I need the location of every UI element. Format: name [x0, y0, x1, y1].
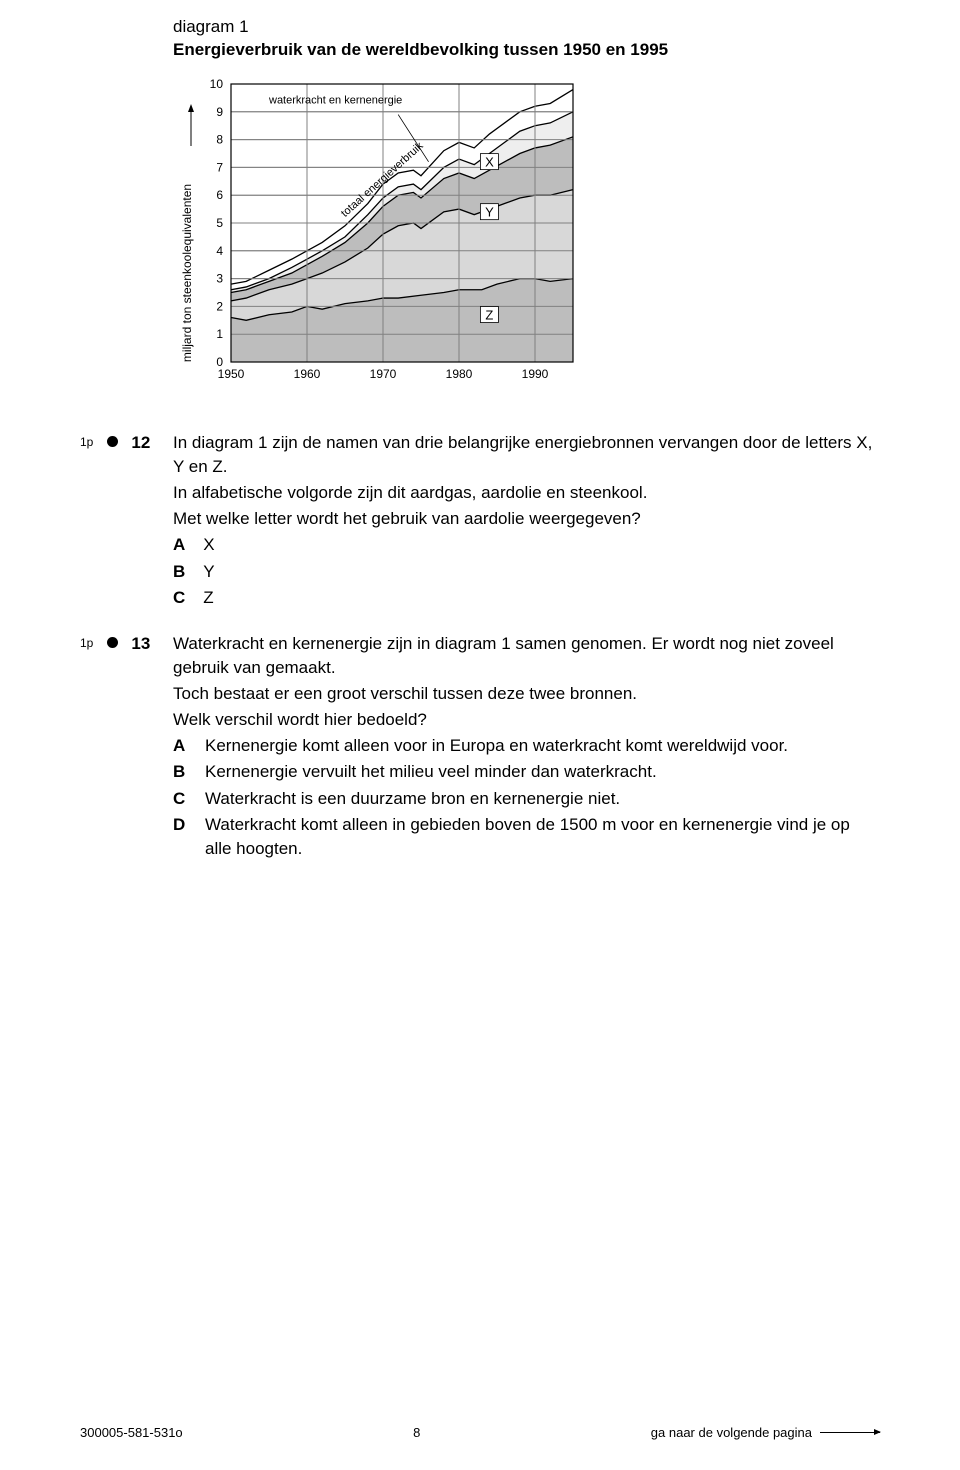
q12-choice-b: B Y — [173, 560, 880, 584]
question-13: 1p 13 Waterkracht en kernenergie zijn in… — [80, 632, 880, 861]
q13-choice-a: A Kernenergie komt alleen voor in Europa… — [173, 734, 880, 758]
choice-text: Y — [203, 560, 214, 584]
footer-right-text: ga naar de volgende pagina — [651, 1425, 812, 1440]
diagram-title: Energieverbruik van de wereldbevolking t… — [173, 39, 880, 62]
q12-body: In diagram 1 zijn de namen van drie bela… — [173, 431, 880, 610]
chart-svg: 1950 1960 1970 1980 1990 0 1 2 3 4 5 6 7 8 9 10 miljard … — [173, 74, 603, 404]
page-footer: 300005-581-531o 8 ga naar de volgende pa… — [80, 1425, 880, 1440]
svg-text:7: 7 — [216, 160, 223, 174]
arrow-icon — [820, 1432, 880, 1433]
svg-text:3: 3 — [216, 271, 223, 285]
choice-key: C — [173, 787, 191, 811]
svg-text:1: 1 — [216, 327, 223, 341]
svg-text:1970: 1970 — [370, 367, 397, 381]
q13-points: 1p — [80, 635, 93, 652]
q12-number: 12 — [131, 431, 150, 455]
diagram-header: diagram 1 Energieverbruik van de wereldb… — [173, 16, 880, 62]
footer-center: 8 — [413, 1425, 420, 1440]
q13-choice-b: B Kernenergie vervuilt het milieu veel m… — [173, 760, 880, 784]
q12-points: 1p — [80, 434, 93, 451]
q12-intro2: In alfabetische volgorde zijn dit aardga… — [173, 481, 880, 505]
svg-text:4: 4 — [216, 244, 223, 258]
q12-choice-c: C Z — [173, 586, 880, 610]
choice-key: A — [173, 533, 185, 557]
svg-text:miljard ton steenkoolequivalen: miljard ton steenkoolequivalenten — [180, 184, 194, 362]
svg-text:8: 8 — [216, 132, 223, 146]
svg-text:6: 6 — [216, 188, 223, 202]
svg-text:Z: Z — [485, 307, 493, 322]
question-12: 1p 12 In diagram 1 zijn de namen van dri… — [80, 431, 880, 610]
q13-choice-d: D Waterkracht komt alleen in gebieden bo… — [173, 813, 880, 861]
choice-text: Waterkracht is een duurzame bron en kern… — [205, 787, 880, 811]
svg-text:0: 0 — [216, 355, 223, 369]
q13-body: Waterkracht en kernenergie zijn in diagr… — [173, 632, 880, 861]
svg-text:X: X — [485, 154, 494, 169]
choice-text: X — [203, 533, 214, 557]
footer-right: ga naar de volgende pagina — [651, 1425, 880, 1440]
svg-text:5: 5 — [216, 216, 223, 230]
choice-key: B — [173, 560, 185, 584]
q13-intro2: Toch bestaat er een groot verschil tusse… — [173, 682, 880, 706]
svg-text:9: 9 — [216, 105, 223, 119]
q13-question: Welk verschil wordt hier bedoeld? — [173, 708, 880, 732]
q12-question: Met welke letter wordt het gebruik van a… — [173, 507, 880, 531]
q12-choice-a: A X — [173, 533, 880, 557]
choice-key: B — [173, 760, 191, 784]
svg-text:1950: 1950 — [218, 367, 245, 381]
choice-text: Waterkracht komt alleen in gebieden bove… — [205, 813, 880, 861]
choice-text: Kernenergie komt alleen voor in Europa e… — [205, 734, 880, 758]
choice-key: A — [173, 734, 191, 758]
footer-left: 300005-581-531o — [80, 1425, 183, 1440]
q13-choice-c: C Waterkracht is een duurzame bron en ke… — [173, 787, 880, 811]
q12-margin: 1p 12 — [80, 431, 173, 455]
q13-number: 13 — [131, 632, 150, 656]
svg-text:1980: 1980 — [446, 367, 473, 381]
bullet-icon — [107, 436, 118, 447]
svg-text:Y: Y — [485, 205, 494, 220]
choice-text: Z — [203, 586, 213, 610]
q12-intro1: In diagram 1 zijn de namen van drie bela… — [173, 431, 880, 479]
svg-text:2: 2 — [216, 299, 223, 313]
choice-text: Kernenergie vervuilt het milieu veel min… — [205, 760, 880, 784]
q13-intro1: Waterkracht en kernenergie zijn in diagr… — [173, 632, 880, 680]
bullet-icon — [107, 637, 118, 648]
svg-text:waterkracht en kernenergie: waterkracht en kernenergie — [268, 94, 402, 106]
choice-key: C — [173, 586, 185, 610]
diagram-label: diagram 1 — [173, 16, 880, 39]
svg-text:10: 10 — [210, 77, 224, 91]
svg-text:1990: 1990 — [522, 367, 549, 381]
energy-chart: 1950 1960 1970 1980 1990 0 1 2 3 4 5 6 7 8 9 10 miljard … — [173, 74, 880, 409]
svg-text:1960: 1960 — [294, 367, 321, 381]
choice-key: D — [173, 813, 191, 861]
q13-margin: 1p 13 — [80, 632, 173, 656]
